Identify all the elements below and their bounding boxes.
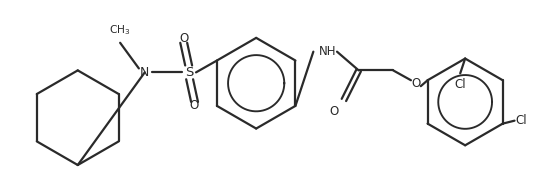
Text: O: O (189, 99, 199, 112)
Text: O: O (180, 32, 189, 45)
Text: NH: NH (319, 45, 337, 58)
Text: S: S (185, 66, 193, 79)
Text: N: N (140, 66, 150, 79)
Text: Cl: Cl (455, 78, 466, 91)
Text: Cl: Cl (516, 114, 527, 127)
Text: O: O (411, 77, 420, 90)
Text: CH$_3$: CH$_3$ (109, 23, 131, 37)
Text: O: O (330, 105, 339, 118)
